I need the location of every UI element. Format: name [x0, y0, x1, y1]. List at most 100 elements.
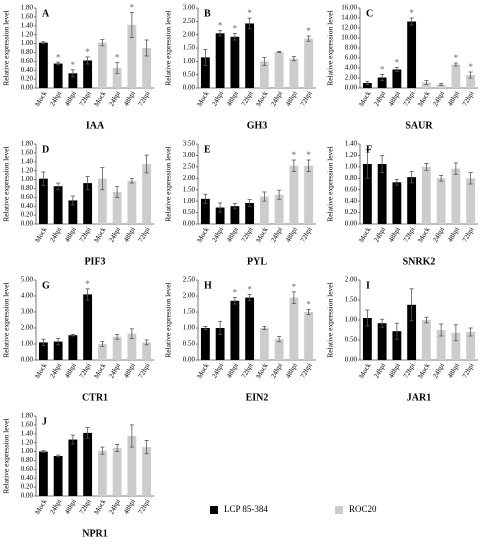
y-tick-label: 1.00 [345, 162, 358, 170]
x-tick-label: 72hpi [137, 90, 152, 108]
y-tick-label: 0.60 [21, 193, 34, 201]
x-tick-label: 48hpi [387, 362, 402, 380]
bar [259, 328, 269, 360]
panel-letter: E [204, 144, 211, 155]
x-tick-label: 72hpi [461, 226, 476, 244]
y-axis-label: Relative expression level [326, 146, 335, 221]
x-tick-label: 72hpi [299, 226, 314, 244]
x-tick-label: 48hpi [63, 498, 78, 516]
bar [83, 432, 93, 496]
bar [392, 182, 402, 224]
y-axis-label: Relative expression level [2, 10, 11, 85]
bar [112, 336, 122, 360]
panel-letter: G [42, 280, 50, 291]
x-tick-label: Mock [416, 225, 431, 244]
significance-marker: * [85, 279, 90, 289]
x-tick-label: 48hpi [387, 90, 402, 108]
bar [289, 165, 299, 224]
y-tick-label: 1.40 [345, 140, 358, 148]
bar [38, 42, 48, 88]
bar [304, 312, 314, 360]
bar [83, 60, 93, 88]
y-tick-label: 0.60 [21, 465, 34, 473]
y-tick-label: 0.60 [21, 57, 34, 65]
legend-swatch [335, 506, 343, 514]
panel-title: CTR1 [82, 392, 108, 403]
y-tick-label: 2.00 [345, 276, 358, 284]
bar [112, 448, 122, 496]
x-tick-label: 72hpi [137, 226, 152, 244]
panel-letter: D [42, 144, 49, 155]
x-tick-label: 24hpi [431, 226, 446, 244]
y-tick-label: 16.00 [341, 4, 357, 12]
bar [274, 52, 284, 88]
bar [245, 23, 255, 88]
bar [53, 186, 63, 224]
y-tick-label: 0.80 [21, 184, 34, 192]
bar [421, 320, 431, 360]
bar [142, 164, 152, 224]
y-tick-label: 12.00 [341, 24, 357, 32]
y-tick-label: 0.00 [345, 356, 358, 364]
y-tick-label: 1.40 [21, 157, 34, 165]
significance-marker: * [306, 300, 311, 310]
x-tick-label: 24hpi [107, 362, 122, 380]
x-tick-label: 24hpi [210, 226, 225, 244]
y-tick-label: 1.60 [21, 12, 34, 20]
bar [68, 439, 78, 496]
bar [127, 180, 137, 224]
panel-title: PYL [247, 256, 267, 267]
y-tick-label: 1.00 [21, 175, 34, 183]
y-tick-label: 1.80 [21, 140, 34, 148]
bar [466, 75, 476, 88]
x-tick-label: 24hpi [107, 498, 122, 516]
y-tick-label: 0.20 [21, 483, 34, 491]
y-tick-label: 1.60 [21, 420, 34, 428]
bar [421, 82, 431, 88]
x-tick-label: Mock [416, 89, 431, 108]
x-tick-label: 72hpi [461, 362, 476, 380]
bar [215, 33, 225, 88]
panel-title: EIN2 [246, 392, 269, 403]
y-tick-label: 0.00 [183, 84, 196, 92]
x-tick-label: 48hpi [225, 362, 240, 380]
bar [83, 294, 93, 360]
bar [112, 68, 122, 88]
x-tick-label: 48hpi [446, 226, 461, 244]
x-tick-label: 24hpi [210, 362, 225, 380]
y-tick-label: 0.00 [183, 356, 196, 364]
significance-marker: * [380, 65, 385, 75]
y-axis-label: Relative expression level [164, 282, 173, 357]
bar [97, 178, 107, 224]
bar [83, 183, 93, 224]
x-tick-label: Mock [33, 89, 48, 108]
y-tick-label: 1.50 [183, 44, 196, 52]
x-tick-label: 72hpi [402, 362, 417, 380]
y-tick-label: 0.40 [21, 474, 34, 482]
y-tick-label: 1.00 [21, 447, 34, 455]
y-tick-label: 2.00 [183, 174, 196, 182]
y-tick-label: 0.20 [345, 208, 358, 216]
y-tick-label: 1.00 [21, 340, 34, 348]
x-tick-label: 48hpi [225, 90, 240, 108]
panel-letter: I [366, 280, 370, 291]
y-tick-label: 0.50 [345, 336, 358, 344]
significance-marker: * [306, 26, 311, 36]
bar [451, 332, 461, 360]
significance-marker: * [306, 150, 311, 160]
bar [245, 297, 255, 360]
legend-swatch [210, 506, 218, 514]
y-tick-label: 1.80 [21, 412, 34, 420]
y-tick-label: 3.00 [21, 308, 34, 316]
bar [127, 24, 137, 88]
x-tick-label: Mock [195, 89, 210, 108]
bar [112, 192, 122, 224]
significance-marker: * [233, 24, 238, 34]
x-tick-label: 72hpi [461, 90, 476, 108]
y-tick-label: 0.80 [21, 48, 34, 56]
y-tick-label: 1.20 [21, 166, 34, 174]
bar [230, 300, 240, 360]
x-tick-label: Mock [92, 497, 107, 516]
x-tick-label: 48hpi [63, 362, 78, 380]
